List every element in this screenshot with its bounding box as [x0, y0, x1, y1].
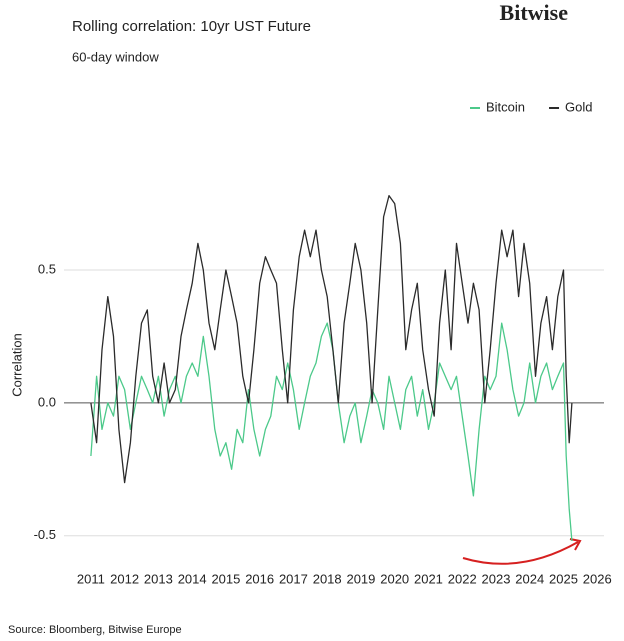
- x-tick-label: 2023: [482, 571, 511, 586]
- x-tick-label: 2011: [77, 571, 105, 586]
- y-tick-label: -0.5: [34, 527, 56, 542]
- chart-subtitle: 60-day window: [72, 49, 159, 64]
- x-tick-label: 2016: [245, 571, 274, 586]
- brand: Bitwise: [500, 0, 569, 25]
- x-tick-label: 2024: [515, 571, 544, 586]
- y-tick-label: 0.0: [38, 394, 56, 409]
- annotation-arrow: [462, 541, 579, 565]
- series-line: [90, 322, 573, 542]
- legend-label: Bitcoin: [486, 99, 525, 114]
- y-tick-label: 0.5: [38, 261, 56, 276]
- annotation-arrowhead: [569, 538, 582, 551]
- legend-label: Gold: [565, 99, 592, 114]
- source: Source: Bloomberg, Bitwise Europe: [8, 624, 182, 636]
- x-tick-label: 2026: [583, 571, 612, 586]
- x-tick-label: 2018: [313, 571, 342, 586]
- series-line: [90, 194, 573, 484]
- x-tick-label: 2014: [178, 571, 207, 586]
- x-tick-label: 2025: [549, 571, 578, 586]
- y-axis-label: Correlation: [9, 333, 24, 397]
- x-tick-label: 2012: [110, 571, 139, 586]
- x-tick-label: 2022: [448, 571, 477, 586]
- x-tick-label: 2020: [380, 571, 409, 586]
- x-tick-label: 2017: [279, 571, 308, 586]
- x-tick-label: 2021: [414, 571, 443, 586]
- chart-title: Rolling correlation: 10yr UST Future: [72, 18, 311, 35]
- x-tick-label: 2019: [346, 571, 375, 586]
- x-tick-label: 2015: [211, 571, 240, 586]
- x-tick-label: 2013: [144, 571, 173, 586]
